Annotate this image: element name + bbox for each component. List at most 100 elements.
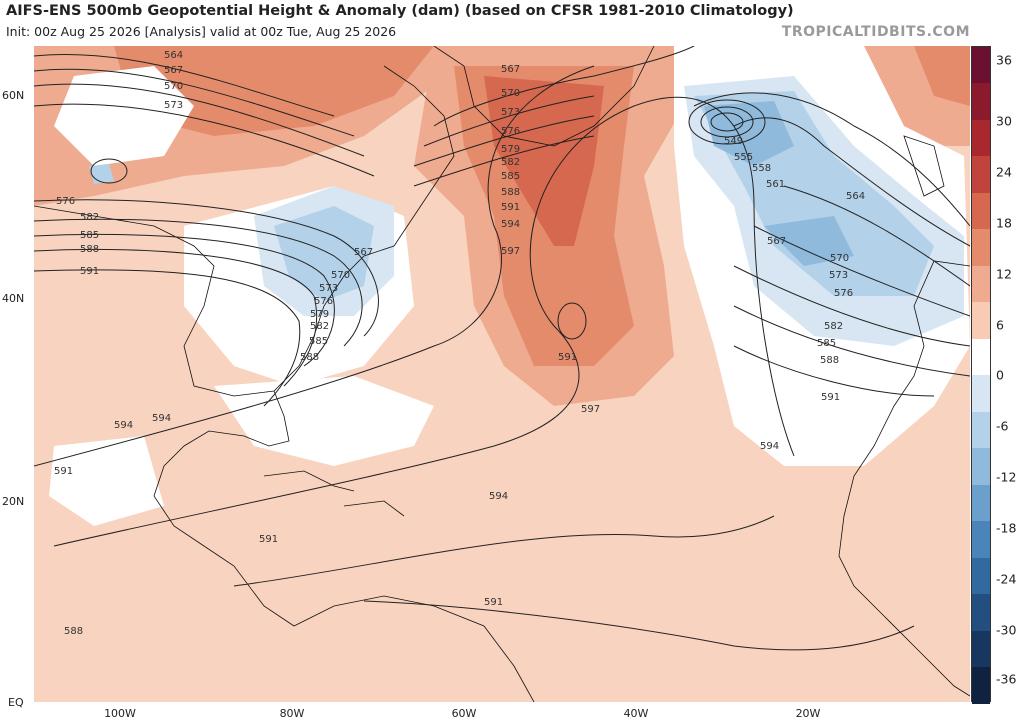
colorbar-tick: -12 bbox=[996, 469, 1017, 485]
contour-label: 573 bbox=[829, 270, 848, 281]
contour-label: 567 bbox=[501, 64, 520, 75]
contour-label: 567 bbox=[354, 247, 373, 258]
contour-label: 579 bbox=[310, 309, 329, 320]
contour-labels: 564 567 570 573 576 582 585 588 591 594 567 570 573 5… bbox=[54, 50, 865, 637]
contour-label: 585 bbox=[309, 336, 328, 347]
contour-label: 570 bbox=[501, 88, 520, 99]
contour-label: 576 bbox=[501, 126, 520, 137]
contour-label: 582 bbox=[310, 321, 329, 332]
contour-label: 573 bbox=[319, 283, 338, 294]
contour-label: 570 bbox=[331, 270, 350, 281]
colorbar-swatch bbox=[972, 375, 990, 412]
colorbar-tick: 30 bbox=[996, 113, 1012, 129]
anomaly-map: 564 567 570 573 576 582 585 588 591 594 567 570 573 5… bbox=[34, 46, 970, 702]
colorbar-tick: 6 bbox=[996, 317, 1004, 333]
contour-label: 576 bbox=[314, 296, 333, 307]
contour-label: 561 bbox=[766, 179, 785, 190]
colorbar-tick: 12 bbox=[996, 266, 1012, 282]
anomaly-shading bbox=[34, 46, 970, 526]
colorbar-swatch bbox=[972, 594, 990, 631]
colorbar-tick: 0 bbox=[996, 367, 1004, 383]
lon-label-20w: 20W bbox=[795, 707, 821, 720]
colorbar-tick: -6 bbox=[996, 418, 1009, 434]
colorbar-swatch bbox=[972, 83, 990, 120]
colorbar-swatch bbox=[972, 339, 990, 375]
contour-label: 576 bbox=[56, 196, 75, 207]
contour-label: 597 bbox=[501, 246, 520, 257]
colorbar-swatch bbox=[972, 485, 990, 521]
colorbar-swatch bbox=[972, 193, 990, 229]
contour-label: 588 bbox=[300, 352, 319, 363]
lon-label-60w: 60W bbox=[451, 707, 477, 720]
contour-label: 594 bbox=[501, 219, 520, 230]
contour-label: 555 bbox=[734, 152, 753, 163]
colorbar-tick: -24 bbox=[996, 571, 1017, 587]
contour-label: 585 bbox=[817, 338, 836, 349]
colorbar-swatch bbox=[972, 266, 990, 302]
contour-label: 588 bbox=[501, 187, 520, 198]
contour-label: 582 bbox=[824, 321, 843, 332]
lat-label-eq: EQ bbox=[8, 696, 24, 709]
lon-label-100w: 100W bbox=[104, 707, 136, 720]
colorbar-swatch bbox=[972, 558, 990, 594]
contour-label: 585 bbox=[501, 171, 520, 182]
contour-label: 591 bbox=[259, 534, 278, 545]
contour-label: 591 bbox=[484, 597, 503, 608]
contour-label: 582 bbox=[80, 212, 99, 223]
contour-label: 588 bbox=[64, 626, 83, 637]
contour-label: 576 bbox=[834, 288, 853, 299]
contour-label: 564 bbox=[846, 191, 865, 202]
map-subtitle: Init: 00z Aug 25 2026 [Analysis] valid a… bbox=[6, 24, 397, 39]
contour-label: 594 bbox=[489, 491, 508, 502]
site-watermark: TROPICALTIDBITS.COM bbox=[781, 24, 970, 40]
contour-label: 585 bbox=[80, 230, 99, 241]
colorbar-swatch bbox=[972, 631, 990, 667]
contour-label: 582 bbox=[501, 157, 520, 168]
contour-label: 570 bbox=[830, 253, 849, 264]
contour-label: 597 bbox=[581, 404, 600, 415]
height-contours bbox=[34, 46, 970, 651]
colorbar-swatch bbox=[972, 521, 990, 558]
colorbar-swatch bbox=[972, 302, 990, 339]
lon-label-40w: 40W bbox=[623, 707, 649, 720]
contour-label: 591 bbox=[558, 352, 577, 363]
contour-label: 591 bbox=[80, 266, 99, 277]
contour-label: 564 bbox=[164, 50, 183, 61]
lat-label-60n: 60N bbox=[2, 89, 25, 102]
contour-label: 588 bbox=[80, 244, 99, 255]
contour-label: 567 bbox=[767, 236, 786, 247]
contour-label: 567 bbox=[164, 65, 183, 76]
contour-label: 570 bbox=[164, 81, 183, 92]
map-title: AIFS-ENS 500mb Geopotential Height & Ano… bbox=[6, 3, 794, 19]
lat-label-20n: 20N bbox=[2, 495, 25, 508]
map-svg: 564 567 570 573 576 582 585 588 591 594 567 570 573 5… bbox=[34, 46, 970, 702]
contour-label: 594 bbox=[760, 441, 779, 452]
colorbar-swatch bbox=[972, 412, 990, 448]
contour-label: 591 bbox=[501, 202, 520, 213]
contour-label: 579 bbox=[501, 144, 520, 155]
colorbar bbox=[971, 46, 991, 704]
contour-label: 573 bbox=[501, 107, 520, 118]
colorbar-tick: -36 bbox=[996, 671, 1017, 687]
contour-label: 591 bbox=[54, 466, 73, 477]
contour-label: 558 bbox=[752, 163, 771, 174]
colorbar-swatch bbox=[972, 47, 990, 83]
colorbar-swatch bbox=[972, 229, 990, 266]
contour-label: 588 bbox=[820, 355, 839, 366]
colorbar-swatch bbox=[972, 667, 990, 704]
contour-label: 594 bbox=[114, 420, 133, 431]
colorbar-swatch bbox=[972, 448, 990, 485]
contour-label: 594 bbox=[152, 413, 171, 424]
lon-label-80w: 80W bbox=[279, 707, 305, 720]
lat-label-40n: 40N bbox=[2, 292, 25, 305]
colorbar-swatch bbox=[972, 156, 990, 193]
colorbar-swatch bbox=[972, 120, 990, 156]
colorbar-tick: 18 bbox=[996, 215, 1012, 231]
contour-label: 573 bbox=[164, 100, 183, 111]
colorbar-tick: 36 bbox=[996, 52, 1012, 68]
colorbar-tick: -30 bbox=[996, 622, 1017, 638]
colorbar-tick: 24 bbox=[996, 164, 1012, 180]
contour-label: 591 bbox=[821, 392, 840, 403]
colorbar-tick: -18 bbox=[996, 520, 1017, 536]
contour-label: 549 bbox=[724, 136, 743, 147]
